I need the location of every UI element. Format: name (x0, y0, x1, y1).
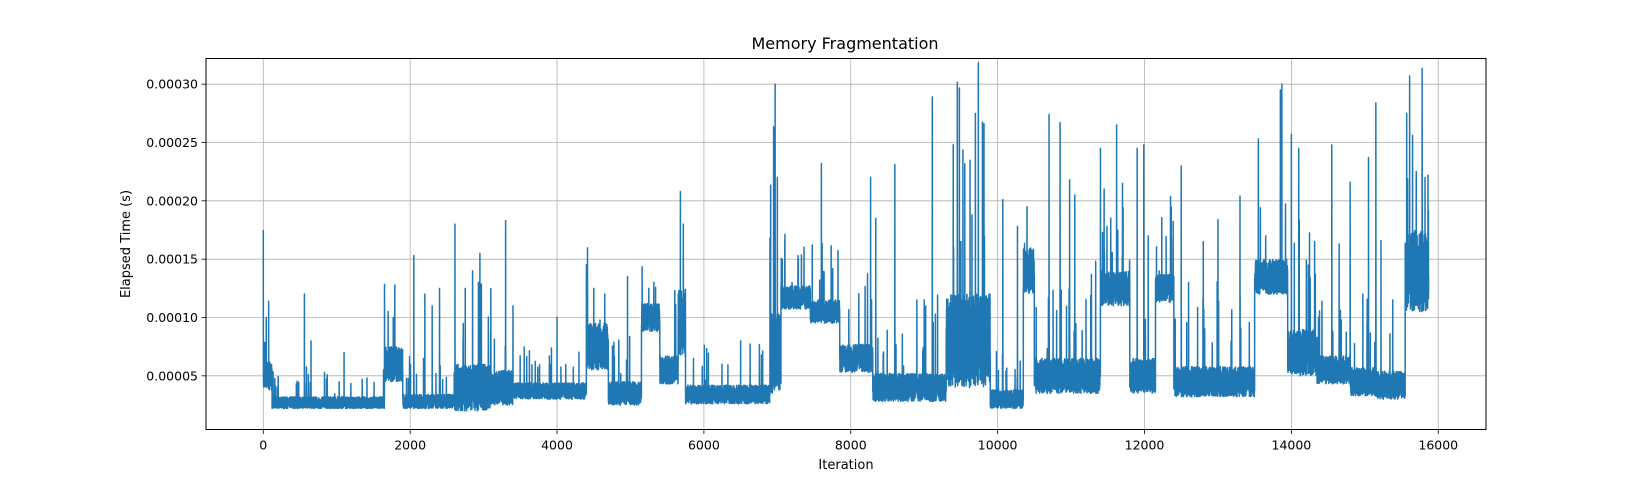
grid (206, 58, 1486, 430)
x-tick-label: 8000 (835, 438, 867, 453)
series-line (262, 61, 1430, 412)
chart-title: Memory Fragmentation (751, 34, 938, 53)
y-axis-label: Elapsed Time (s) (119, 190, 134, 298)
x-tick-label: 0 (259, 438, 267, 453)
plot-frame (205, 58, 1487, 430)
y-tick-label: 0.00030 (146, 77, 198, 92)
y-tick-label: 0.00005 (146, 368, 198, 383)
x-tick-label: 6000 (688, 438, 720, 453)
y-axis: 0.00005 0.00010 0.00015 0.00020 0.00025 0.000… (146, 77, 206, 383)
x-axis: 0 2000 4000 6000 8000 10000 12000 14000 16000 (259, 429, 1458, 453)
x-tick-label: 4000 (541, 438, 573, 453)
x-tick-label: 2000 (394, 438, 426, 453)
y-tick-label: 0.00025 (146, 135, 198, 150)
x-axis-label: Iteration (818, 458, 873, 473)
x-tick-label: 12000 (1125, 438, 1165, 453)
x-tick-label: 16000 (1418, 438, 1458, 453)
y-tick-label: 0.00010 (146, 310, 198, 325)
x-tick-label: 14000 (1272, 438, 1312, 453)
y-tick-label: 0.00015 (146, 252, 198, 267)
plot-area (262, 61, 1430, 412)
x-tick-label: 10000 (978, 438, 1018, 453)
y-tick-label: 0.00020 (146, 193, 198, 208)
